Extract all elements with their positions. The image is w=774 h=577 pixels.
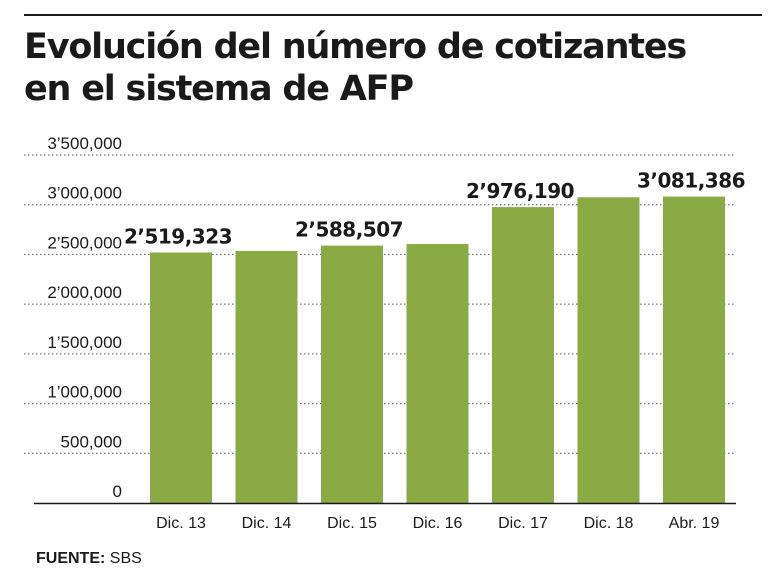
y-axis-tick-labels: 0 500,000 1’000,000 1’500,000 2’000,000 2’500… <box>47 134 122 501</box>
x-tick-label: Dic. 18 <box>584 515 634 532</box>
x-tick-label: Dic. 17 <box>498 515 548 532</box>
top-rule <box>24 14 762 16</box>
bar <box>492 207 554 504</box>
data-label: 3’081,386 <box>637 169 745 193</box>
y-tick-label: 2’000,000 <box>47 283 122 302</box>
x-tick-label: Abr. 19 <box>669 515 720 532</box>
bar <box>235 250 298 503</box>
y-tick-label: 3’500,000 <box>47 134 122 153</box>
chart-title-line-1: Evolución del número de cotizantes <box>24 27 687 67</box>
y-tick-label: 0 <box>113 482 122 501</box>
y-tick-label: 500,000 <box>61 432 122 451</box>
y-tick-label: 1’000,000 <box>47 383 122 402</box>
y-tick-label: 3’000,000 <box>47 184 122 203</box>
y-tick-label: 2’500,000 <box>47 233 122 252</box>
x-tick-label: Dic. 14 <box>242 515 292 532</box>
bar <box>663 196 725 503</box>
chart-title: Evolución del número de cotizantes en el… <box>24 26 687 110</box>
bar <box>150 252 212 503</box>
x-axis-category-labels: Dic. 13 Dic. 14 Dic. 15 Dic. 16 Dic. 17 Dic. … <box>156 515 719 532</box>
bar <box>577 197 640 503</box>
data-label: 2’588,507 <box>295 218 403 242</box>
x-tick-label: Dic. 16 <box>413 515 463 532</box>
x-tick-label: Dic. 13 <box>156 515 206 532</box>
bar-chart: 0 500,000 1’000,000 1’500,000 2’000,000 2’500… <box>24 134 746 532</box>
data-label: 2’519,323 <box>124 225 232 249</box>
bar <box>406 243 469 503</box>
data-label: 2’976,190 <box>466 179 574 203</box>
bar <box>321 245 383 503</box>
bars <box>150 196 725 504</box>
x-tick-label: Dic. 15 <box>327 515 377 532</box>
data-labels: 2’519,323 2’588,507 2’976,190 3’081,386 <box>124 169 746 249</box>
source-label: FUENTE: <box>36 550 106 567</box>
source-value: SBS <box>109 550 142 567</box>
source-note: FUENTE: SBS <box>36 549 142 569</box>
y-tick-label: 1’500,000 <box>47 333 122 352</box>
chart-title-line-2: en el sistema de AFP <box>24 69 414 109</box>
